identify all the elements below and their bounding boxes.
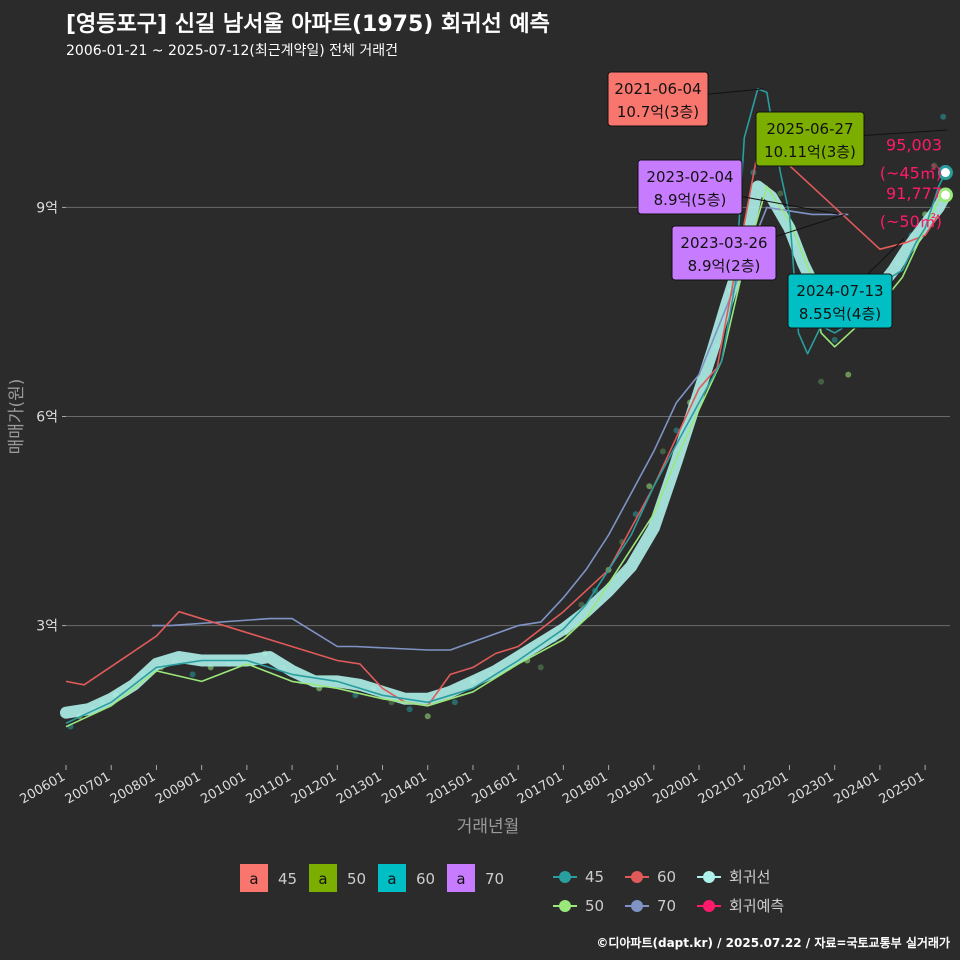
legend-a-letter: a bbox=[318, 870, 327, 888]
x-tick-label: 201601 bbox=[470, 769, 520, 807]
scatter-point bbox=[777, 190, 784, 197]
scatter-point bbox=[537, 664, 544, 671]
legend-a-label: 50 bbox=[347, 870, 366, 888]
x-tick-label: 202301 bbox=[786, 769, 836, 807]
annotation-box bbox=[755, 111, 865, 167]
x-tick-label: 202001 bbox=[651, 769, 701, 807]
scatter-point bbox=[646, 483, 653, 490]
scatter-point bbox=[578, 601, 585, 608]
scatter-point bbox=[406, 706, 413, 713]
legend-b-dot bbox=[559, 900, 571, 912]
legend-a-letter: a bbox=[387, 870, 396, 888]
scatter-point bbox=[424, 713, 431, 720]
annotation-date: 2023-03-26 bbox=[680, 234, 767, 252]
scatter-point bbox=[352, 692, 359, 699]
annotation-date: 2024-07-13 bbox=[796, 282, 883, 300]
scatter-point bbox=[818, 378, 825, 385]
x-tick-label: 201701 bbox=[515, 769, 565, 807]
legend-b-label: 45 bbox=[585, 868, 604, 886]
annotation-box bbox=[671, 225, 777, 281]
scatter-point bbox=[451, 699, 458, 706]
prediction-point-45 bbox=[937, 165, 953, 181]
scatter-point bbox=[831, 336, 838, 343]
page-subtitle: 2006-01-21 ~ 2025-07-12(최근계약일) 전체 거래건 bbox=[66, 43, 398, 59]
x-tick-label: 201101 bbox=[244, 769, 294, 807]
series-line-50 bbox=[65, 185, 947, 728]
legend-b-dot bbox=[631, 871, 643, 883]
legend-b-label: 회귀선 bbox=[729, 868, 770, 886]
prediction-area-label: (~45㎡) bbox=[880, 164, 942, 183]
scatter-point bbox=[189, 671, 196, 678]
scatter-point bbox=[659, 448, 666, 455]
scatter-point bbox=[845, 371, 852, 378]
x-tick-label: 200601 bbox=[18, 769, 68, 807]
legend-a-key bbox=[240, 864, 268, 892]
legend-a-label: 70 bbox=[485, 870, 504, 888]
legend-b-dot bbox=[631, 900, 643, 912]
annotation-price: 10.11억(3층) bbox=[764, 143, 856, 161]
legend-a-letter: a bbox=[249, 870, 258, 888]
y-tick-label: 3억 bbox=[36, 619, 58, 635]
x-tick-label: 202201 bbox=[741, 769, 791, 807]
legend-a-label: 60 bbox=[416, 870, 435, 888]
scatter-point bbox=[673, 427, 680, 434]
x-tick-label: 200801 bbox=[108, 769, 158, 807]
x-tick-label: 200901 bbox=[153, 769, 203, 807]
annotation-date: 2023-02-04 bbox=[646, 168, 733, 186]
legend-b-dot bbox=[559, 871, 571, 883]
x-tick-label: 201501 bbox=[424, 769, 474, 807]
x-tick-label: 201901 bbox=[605, 769, 655, 807]
footer-credit: ©디아파트(dapt.kr) / 2025.07.22 / 자료=국토교통부 실… bbox=[596, 936, 950, 950]
annotation-date: 2025-06-27 bbox=[766, 120, 853, 138]
x-tick-label: 201201 bbox=[289, 769, 339, 807]
legend-b-dot bbox=[703, 900, 715, 912]
y-axis-title: 매매가(원) bbox=[7, 379, 27, 455]
annotation-price: 8.9억(5층) bbox=[654, 191, 727, 209]
prediction-point-50 bbox=[937, 187, 953, 203]
page-title: [영등포구] 신길 남서울 아파트(1975) 회귀선 예측 bbox=[66, 12, 550, 37]
regression-line bbox=[60, 180, 952, 719]
x-tick-label: 202501 bbox=[877, 769, 927, 807]
legend-b-label: 60 bbox=[657, 868, 676, 886]
legend-a-label: 45 bbox=[278, 870, 297, 888]
annotation-box bbox=[607, 71, 709, 127]
legend-a-key bbox=[309, 864, 337, 892]
y-tick-label: 6억 bbox=[36, 410, 58, 426]
annotation-price: 10.7억(3층) bbox=[617, 103, 699, 121]
prediction-value-label: 91,777 bbox=[886, 184, 942, 203]
legend-b-label: 50 bbox=[585, 897, 604, 915]
scatter-point bbox=[931, 162, 938, 169]
scatter-point bbox=[940, 113, 947, 120]
legend-b-dot bbox=[703, 871, 715, 883]
legend-b-label: 회귀예측 bbox=[729, 897, 784, 915]
prediction-area-label: (~50㎡) bbox=[880, 212, 942, 231]
annotation-box bbox=[637, 159, 743, 215]
legend-a-key bbox=[447, 864, 475, 892]
x-tick-label: 200701 bbox=[63, 769, 113, 807]
legend-a-letter: a bbox=[456, 870, 465, 888]
annotation-price: 8.55억(4층) bbox=[799, 305, 881, 323]
annotation-box bbox=[787, 273, 893, 329]
y-tick-label: 9억 bbox=[36, 200, 58, 216]
x-tick-label: 202101 bbox=[696, 769, 746, 807]
legend-a-key bbox=[378, 864, 406, 892]
x-tick-label: 201001 bbox=[198, 769, 248, 807]
prediction-value-label: 95,003 bbox=[886, 136, 942, 155]
annotation-date: 2021-06-04 bbox=[614, 80, 701, 98]
x-axis-title: 거래년월 bbox=[457, 817, 520, 837]
x-tick-label: 201301 bbox=[334, 769, 384, 807]
x-tick-label: 202401 bbox=[831, 769, 881, 807]
series-line-45 bbox=[65, 88, 947, 724]
series-line-60 bbox=[65, 143, 940, 707]
annotation-price: 8.9억(2층) bbox=[688, 257, 761, 275]
x-tick-label: 201401 bbox=[379, 769, 429, 807]
legend-b-label: 70 bbox=[657, 897, 676, 915]
x-tick-label: 201801 bbox=[560, 769, 610, 807]
